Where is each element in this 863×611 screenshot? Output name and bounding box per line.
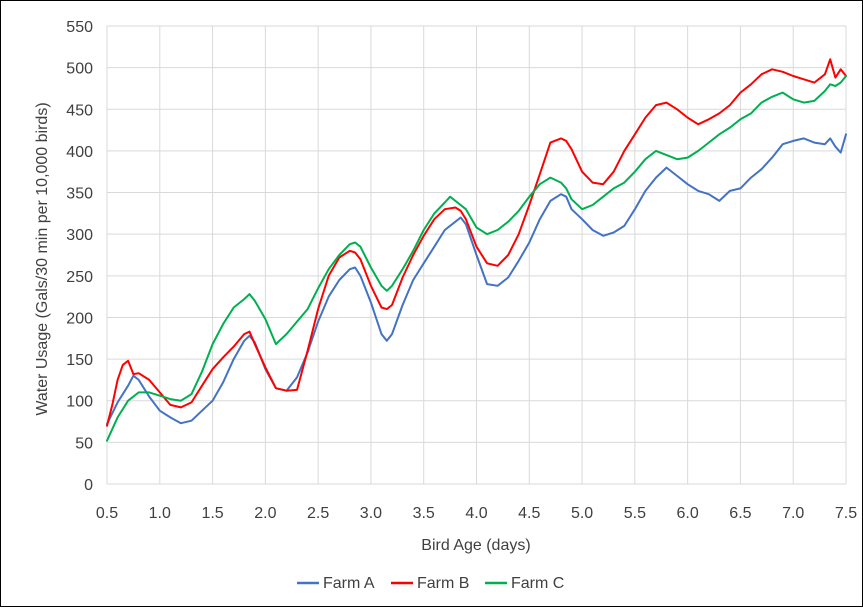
x-tick-label: 3.0 xyxy=(360,505,382,522)
y-tick-label: 350 xyxy=(66,186,93,203)
x-tick-label: 2.5 xyxy=(307,505,329,522)
x-tick-label: 6.0 xyxy=(677,505,699,522)
x-tick-label: 5.5 xyxy=(624,505,646,522)
series-lines xyxy=(106,58,847,442)
series-line-farm-b xyxy=(106,58,847,427)
y-tick-label: 300 xyxy=(66,227,93,244)
x-tick-label: 2.0 xyxy=(254,505,276,522)
y-tick-label: 500 xyxy=(66,61,93,78)
y-tick-label: 200 xyxy=(66,310,93,327)
x-tick-label: 7.0 xyxy=(782,505,804,522)
y-tick-label: 0 xyxy=(84,477,93,494)
series-line-farm-a xyxy=(106,133,847,425)
series-line-farm-c xyxy=(106,75,847,442)
y-tick-label: 100 xyxy=(66,394,93,411)
x-tick-label: 0.5 xyxy=(96,505,118,522)
y-tick-label: 150 xyxy=(66,352,93,369)
legend-label: Farm A xyxy=(323,575,375,592)
x-tick-label: 3.5 xyxy=(413,505,435,522)
y-axis-label: Water Usage (Gals/30 min per 10,000 bird… xyxy=(34,102,51,415)
x-tick-label: 6.5 xyxy=(729,505,751,522)
x-axis-ticks: 0.5 1.0 1.5 2.0 2.5 3.0 3.5 4.0 4.5 5.0 5.5 6.0 6.5 7… xyxy=(96,505,857,522)
x-tick-label: 5.0 xyxy=(571,505,593,522)
legend: Farm A Farm B Farm C xyxy=(297,575,564,592)
y-tick-label: 400 xyxy=(66,144,93,161)
y-tick-label: 450 xyxy=(66,102,93,119)
y-axis-ticks: 0 50 100 150 200 250 300 350 400 450 500 550 xyxy=(66,19,93,494)
x-tick-label: 7.5 xyxy=(835,505,857,522)
y-tick-label: 50 xyxy=(75,435,93,452)
legend-label: Farm B xyxy=(417,575,469,592)
x-tick-label: 4.0 xyxy=(465,505,487,522)
x-tick-label: 1.5 xyxy=(201,505,223,522)
gridlines xyxy=(106,25,847,485)
x-axis-label: Bird Age (days) xyxy=(421,537,530,554)
x-tick-label: 4.5 xyxy=(518,505,540,522)
x-tick-label: 1.0 xyxy=(149,505,171,522)
y-tick-label: 550 xyxy=(66,19,93,36)
legend-label: Farm C xyxy=(511,575,564,592)
y-tick-label: 250 xyxy=(66,269,93,286)
